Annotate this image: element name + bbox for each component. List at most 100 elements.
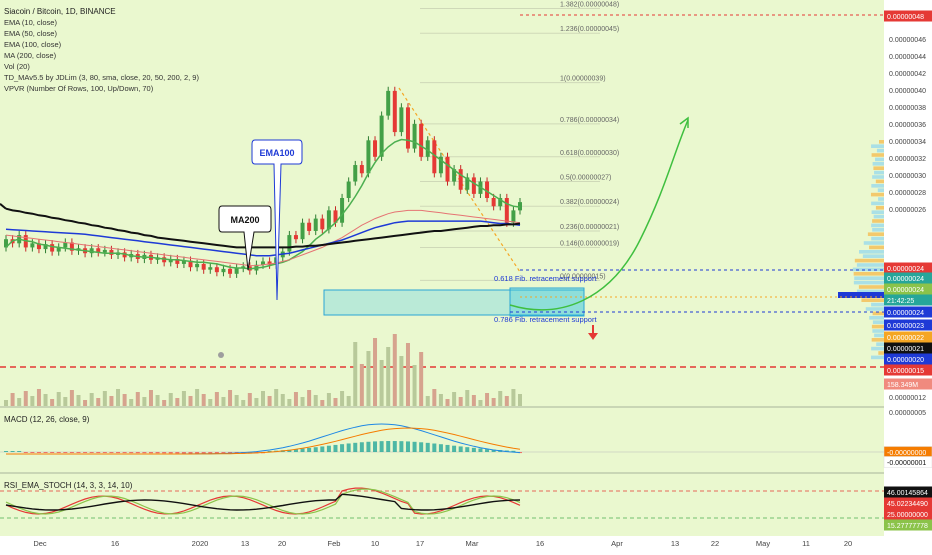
volume-bar: [399, 356, 404, 406]
volume-profile: [838, 140, 884, 360]
candle-body: [333, 210, 338, 223]
fib-level-label: 1.382(0.00000048): [560, 1, 619, 8]
volume-bar: [89, 393, 94, 406]
macd-histogram-bar: [162, 452, 167, 454]
candle-body: [50, 244, 55, 252]
price-tag-box: [884, 272, 932, 284]
macd-histogram-bar: [386, 441, 391, 452]
volume-bar: [162, 400, 167, 406]
candle-body: [267, 261, 272, 265]
macd-pane[interactable]: [0, 408, 884, 472]
ma-line-3: [5, 207, 521, 249]
price-tag-label: 0.00000024: [887, 310, 924, 317]
vpvr-bar: [872, 320, 884, 324]
rsi-pane[interactable]: [0, 474, 884, 536]
time-tick-label: 2020: [192, 539, 209, 548]
macd-histogram-bar: [175, 452, 180, 454]
macd-histogram-bar: [43, 452, 48, 454]
time-tick-label: Feb: [328, 539, 341, 548]
fib-level-label: 1(0.00000039): [560, 76, 606, 83]
vpvr-bar: [854, 258, 884, 263]
volume-bar: [518, 394, 522, 406]
indicator-label: Vol (20): [4, 62, 30, 71]
time-tick-label: 13: [671, 539, 679, 548]
price-tag-box: [884, 319, 932, 331]
volume-bar: [135, 392, 140, 406]
vpvr-bar: [874, 333, 884, 338]
volume-bar: [50, 399, 55, 406]
volume-bar: [386, 347, 391, 406]
volume-bar: [405, 343, 410, 406]
vpvr-bar: [871, 144, 884, 148]
candle-body: [175, 258, 180, 264]
macd-tag-label: -0.00000000: [887, 450, 926, 457]
volume-bar: [254, 398, 259, 406]
ma-line-1: [5, 209, 521, 267]
rsi-tag-box: [884, 508, 932, 520]
macd-histogram-bar: [69, 452, 74, 454]
vpvr-bar: [871, 184, 884, 188]
candle-body: [379, 115, 384, 157]
moving-averages: [0, 138, 521, 270]
volume-bar: [241, 400, 246, 406]
macd-histogram-bar: [63, 452, 68, 454]
fib-level-label: 1.236(0.00000045): [560, 26, 619, 33]
candle-body: [452, 169, 457, 182]
price-tick-label: 0.00000026: [889, 207, 926, 214]
vpvr-bar: [865, 307, 884, 311]
vpvr-bar: [876, 148, 884, 153]
candle-body: [168, 258, 173, 263]
price-tag-label: 0.00000022: [887, 335, 924, 342]
candle-body: [109, 249, 114, 255]
candle-body: [405, 107, 410, 149]
volume-bar: [56, 392, 61, 406]
price-tags: 0.00000048 0.00000024 0.00000024 0.00000024…: [883, 10, 932, 531]
price-tag-label: 0.00000024: [887, 266, 924, 273]
vpvr-bar: [872, 329, 884, 333]
vpvr-bar: [876, 342, 884, 346]
candle-body: [188, 260, 193, 268]
macd-histogram-bar: [438, 444, 443, 452]
volume-bar: [274, 389, 279, 406]
rsi-title: RSI_EMA_STOCH (14, 3, 3, 14, 10): [4, 481, 133, 490]
candle-body: [392, 90, 397, 133]
volume-bar: [43, 394, 48, 406]
candle-body: [241, 266, 246, 269]
vpvr-bar: [871, 346, 884, 351]
volume-bar: [353, 342, 358, 406]
time-axis[interactable]: [0, 536, 884, 550]
vpvr-bar: [870, 355, 884, 360]
macd-histogram-bar: [491, 449, 496, 452]
time-tick-label: Apr: [611, 539, 623, 548]
vpvr-bar: [872, 311, 884, 316]
rsi-ema-line: [5, 493, 521, 511]
candle-body: [234, 268, 239, 274]
volume-bar: [491, 398, 496, 406]
candle-body: [340, 198, 345, 223]
macd-histogram-bar: [287, 449, 292, 452]
candle-body: [504, 198, 509, 223]
macd-histogram-bar: [320, 446, 325, 452]
price-tag-label: 0.00000021: [887, 346, 924, 353]
macd-indicator: [0, 423, 884, 455]
candle-body: [96, 248, 101, 253]
candle-body: [498, 198, 503, 207]
price-pane[interactable]: [0, 0, 884, 406]
candle-body: [366, 140, 371, 174]
price-tag-box: [884, 306, 932, 318]
fib-level-label: 0.5(0.00000027): [560, 175, 611, 182]
volume-bar: [175, 398, 180, 406]
time-tick-label: 17: [416, 539, 424, 548]
macd-histogram-bar: [168, 452, 173, 454]
macd-histogram-bar: [471, 447, 476, 452]
volume-bar: [465, 390, 470, 406]
volume-bar: [201, 394, 206, 406]
ema100-callout: EMA100: [251, 139, 303, 301]
vpvr-bar: [874, 170, 884, 175]
macd-histogram-bar: [221, 452, 226, 454]
projection-arrow: [509, 119, 689, 311]
candle-body: [181, 260, 186, 264]
time-ticks: Dec 16 2020 13 20 Feb 10 17 Mar 16 Apr 13 22 May 11 20: [33, 539, 852, 548]
macd-histogram-bar: [478, 448, 483, 452]
